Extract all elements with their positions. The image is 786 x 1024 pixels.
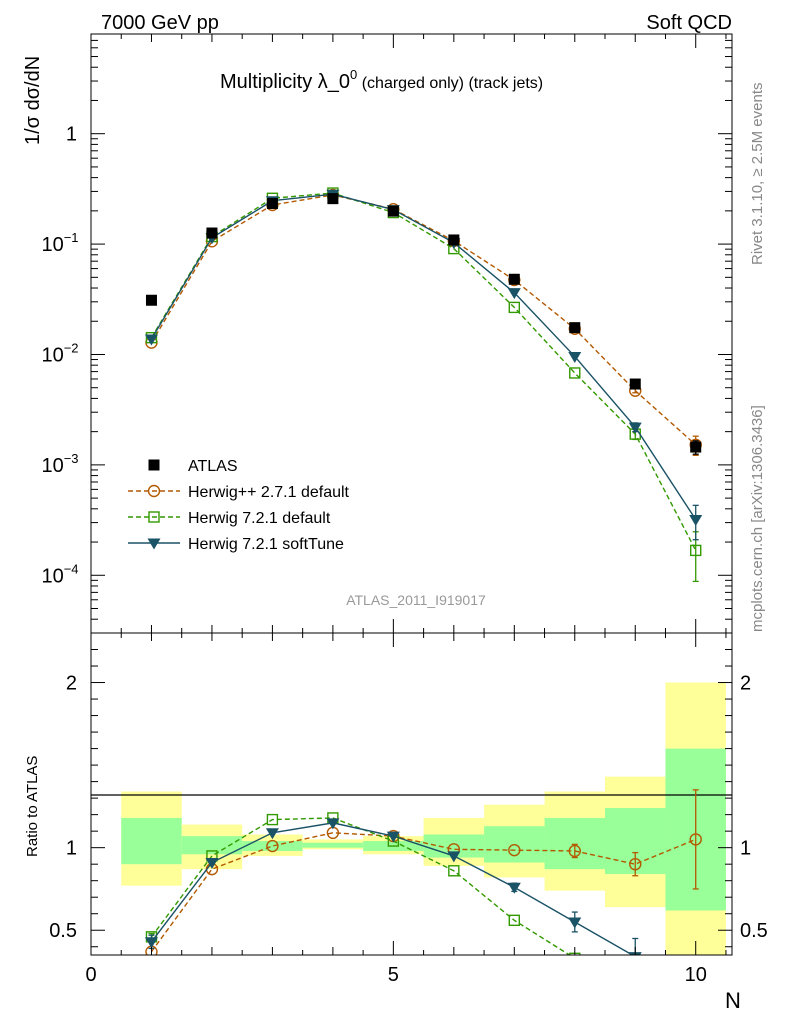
ratio-y-tick-label: 0.5 [49, 920, 77, 942]
ratio-point-softtune [144, 937, 158, 949]
main-series-herwigpp [145, 188, 702, 456]
ratio-y-tick-label: 2 [66, 673, 77, 695]
band-green [121, 817, 182, 865]
x-tick-label: 0 [85, 964, 96, 986]
ratio-point-herwigpp [629, 857, 642, 871]
ratio-y-tick-label-right: 0.5 [740, 920, 768, 942]
main-point-softtune [628, 422, 642, 434]
ratio-point-herwig721 [266, 813, 279, 826]
ratio-point-herwig721 [508, 914, 521, 927]
legend-label-data: ATLAS [188, 458, 238, 475]
main-line-herwigpp [150, 194, 697, 446]
ratio-point-herwigpp [266, 839, 279, 853]
legend-marker-data [148, 459, 160, 471]
ratio-line-softtune [150, 822, 634, 955]
band-green [242, 841, 303, 851]
ratio-y-tick-label-right: 2 [740, 673, 751, 695]
main-point-softtune [507, 288, 521, 300]
ratio-point-softtune [568, 917, 582, 929]
legend-entry-data: ATLAS [148, 458, 238, 475]
main-point-data [569, 322, 581, 334]
main-point-herwig721 [508, 301, 521, 314]
band-green [423, 834, 485, 858]
legend-marker-herwigpp [147, 484, 161, 498]
main-point-softtune [689, 515, 703, 527]
ratio-point-softtune [507, 882, 521, 894]
ratio-uncertainty-bands [121, 682, 726, 955]
main-line-herwig721 [150, 192, 697, 551]
band-green [181, 836, 243, 855]
main-y-tick-label: 10−3 [41, 451, 78, 477]
legend-label-herwig721: Herwig 7.2.1 default [188, 510, 331, 527]
ratio-line-herwig721 [150, 817, 571, 955]
main-point-data [508, 273, 520, 285]
main-y-tick-label: 1 [66, 124, 77, 146]
main-y-tick-label: 10−2 [41, 340, 78, 366]
ratio-y-axis-label: Ratio to ATLAS [24, 756, 41, 857]
main-point-data [327, 193, 339, 205]
chart-title-sup: 0 [350, 67, 357, 82]
mcplots-label: mcplots.cern.ch [arXiv:1306.3436] [749, 405, 766, 632]
main-point-softtune [568, 351, 582, 363]
ratio-point-herwig721 [630, 975, 640, 985]
analysis-id-label: ATLAS_2011_I919017 [346, 592, 486, 608]
main-point-data [690, 441, 702, 453]
legend: ATLAS Herwig++ 2.7.1 default Herwig 7.2.1 … [128, 458, 350, 553]
ratio-point-herwigpp [689, 833, 702, 846]
ratio-point-softtune [265, 828, 279, 840]
x-axis-label: N [725, 988, 741, 1013]
main-point-data [448, 234, 460, 246]
rivet-version-label: Rivet 3.1.10, ≥ 2.5M events [749, 83, 766, 266]
ratio-point-herwig721 [448, 865, 460, 877]
header-category-label: Soft QCD [646, 12, 732, 34]
legend-marker-herwig721 [148, 511, 160, 523]
main-point-herwig721 [569, 367, 581, 379]
ratio-point-softtune [205, 858, 219, 870]
main-point-data [206, 227, 218, 239]
x-tick-label: 10 [685, 964, 707, 986]
legend-entry-herwigpp: Herwig++ 2.7.1 default [128, 484, 350, 501]
legend-label-herwigpp: Herwig++ 2.7.1 default [188, 484, 350, 501]
ratio-point-softtune [447, 851, 461, 863]
ratio-series-softtune [144, 818, 642, 955]
main-point-data [145, 294, 157, 306]
axis-tick-labels: 0 5 10 1 10−1 10−2 10−3 10−4 0.5 0.5 1 1 2 2 [41, 124, 767, 986]
main-point-data [387, 205, 399, 217]
main-plot-series [144, 187, 703, 583]
x-tick-label: 5 [388, 964, 399, 986]
main-y-tick-label: 10−4 [41, 561, 78, 587]
main-point-data [629, 378, 641, 390]
chart-title: Multiplicity λ_00 (charged only) (track … [220, 67, 543, 93]
main-y-axis-label: 1/σ dσ/dN [22, 56, 44, 145]
chart-title-tail: (charged only) (track jets) [357, 75, 543, 92]
ratio-point-softtune [386, 831, 400, 843]
legend-entry-softtune: Herwig 7.2.1 softTune [128, 536, 344, 553]
main-point-data [266, 198, 278, 210]
header-energy-label: 7000 GeV pp [101, 12, 219, 34]
legend-label-softtune: Herwig 7.2.1 softTune [188, 536, 344, 553]
main-point-herwig721 [690, 544, 702, 557]
main-series-data [145, 193, 702, 455]
ratio-point-herwig721 [691, 988, 701, 998]
legend-entry-herwig721: Herwig 7.2.1 default [128, 510, 331, 527]
main-point-softtune [144, 334, 158, 346]
ratio-plot-frame [90, 632, 733, 956]
main-y-tick-label: 10−1 [41, 230, 78, 256]
ratio-point-herwigpp [568, 844, 581, 858]
ratio-y-tick-label: 1 [66, 838, 77, 860]
band-green [302, 842, 364, 848]
chart-title-main: Multiplicity λ_0 [220, 71, 350, 93]
legend-marker-softtune [147, 538, 161, 550]
band-green [544, 817, 606, 870]
ratio-y-tick-label-right: 1 [740, 838, 751, 860]
ratio-point-herwigpp [508, 843, 521, 857]
ratio-point-softtune [326, 818, 340, 830]
main-line-softtune [150, 193, 697, 520]
ratio-line-herwigpp [150, 832, 696, 953]
